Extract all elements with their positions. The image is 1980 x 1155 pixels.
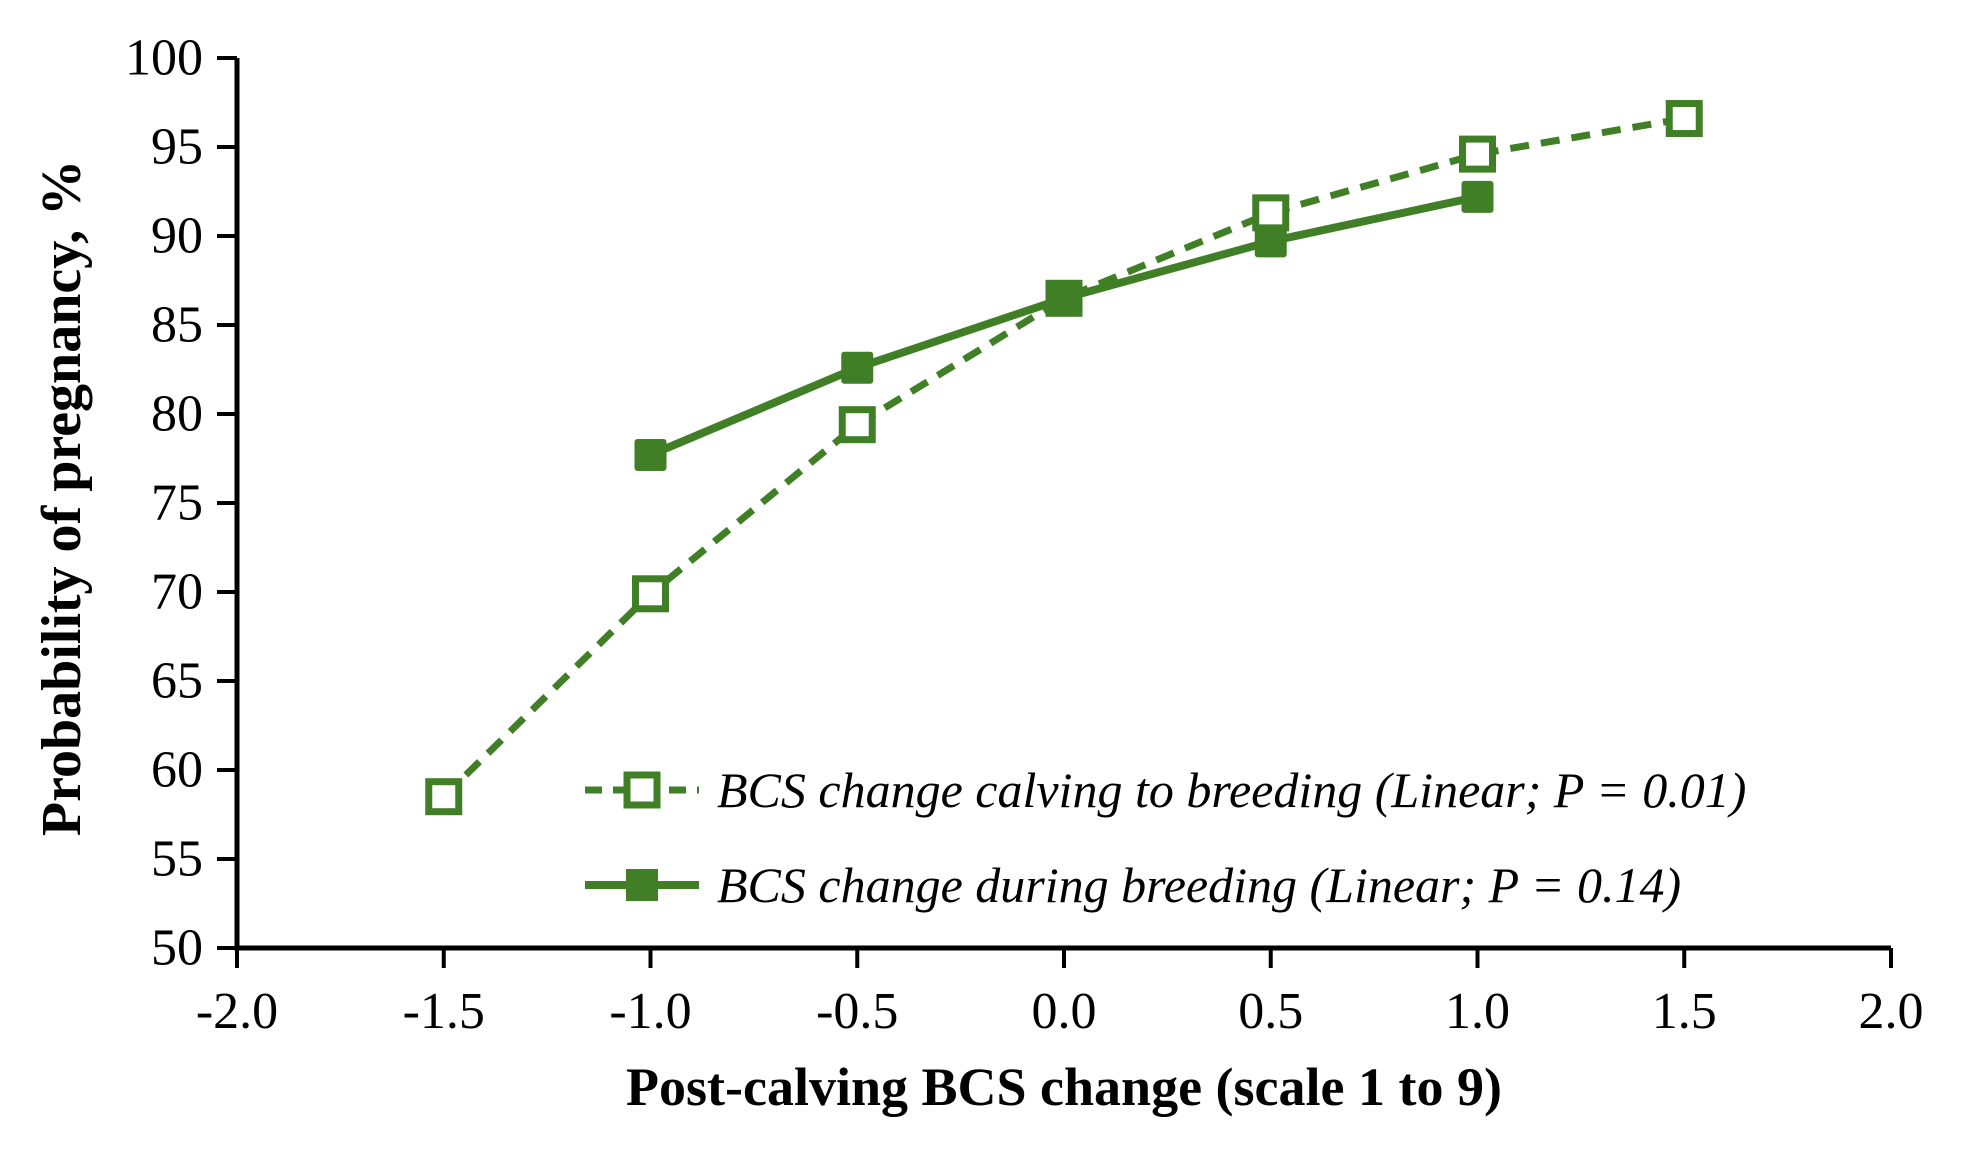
x-tick-label: 1.5	[1652, 983, 1717, 1040]
x-tick-label: 0.0	[1032, 983, 1097, 1040]
dashed-line-open-square-icon	[585, 771, 699, 809]
x-axis-title: Post-calving BCS change (scale 1 to 9)	[626, 1057, 1502, 1117]
marker-filled-square	[1461, 180, 1494, 213]
x-tick-label: 2.0	[1859, 983, 1924, 1040]
y-tick-label: 50	[151, 920, 203, 977]
marker-filled-square	[634, 438, 667, 471]
marker-open-square	[838, 406, 876, 444]
x-tick-label: -1.5	[403, 983, 485, 1040]
x-tick-label: -0.5	[816, 983, 898, 1040]
y-tick-label: 90	[151, 208, 203, 265]
y-axis-title: Probability of pregnancy, %	[31, 159, 93, 837]
y-tick-label: 55	[151, 831, 203, 888]
marker-open-square	[1252, 194, 1290, 232]
y-tick-label: 85	[151, 297, 203, 354]
legend-label-during-breeding: BCS change during breeding (Linear; P = …	[717, 857, 1682, 913]
x-tick-label: -2.0	[196, 983, 278, 1040]
x-tick-label: 1.0	[1445, 983, 1510, 1040]
y-tick-label: 100	[125, 30, 203, 87]
marker-open-square	[425, 778, 463, 816]
x-tick-label: 0.5	[1238, 983, 1303, 1040]
x-tick-label: -1.0	[609, 983, 691, 1040]
marker-filled-square	[841, 351, 874, 384]
legend-label-calving-to-breeding: BCS change calving to breeding (Linear; …	[717, 762, 1747, 818]
legend-item-calving-to-breeding: BCS change calving to breeding (Linear; …	[583, 758, 1746, 822]
solid-line-filled-square-icon	[585, 869, 699, 901]
y-tick-label: 70	[151, 564, 203, 621]
series-line-1	[648, 192, 1479, 459]
marker-filled-square	[1254, 225, 1287, 258]
marker-open-square	[1665, 100, 1703, 138]
marker-open-square	[1459, 135, 1496, 173]
y-tick-label: 65	[151, 653, 203, 710]
y-tick-label: 75	[151, 475, 203, 532]
marker-filled-square	[1048, 282, 1080, 315]
y-tick-label: 80	[151, 386, 203, 443]
y-tick-label: 60	[151, 742, 203, 799]
marker-open-square	[632, 575, 669, 613]
series-line-0	[441, 115, 1685, 800]
legend-item-during-breeding: BCS change during breeding (Linear; P = …	[583, 853, 1681, 917]
y-tick-label: 95	[151, 119, 203, 176]
